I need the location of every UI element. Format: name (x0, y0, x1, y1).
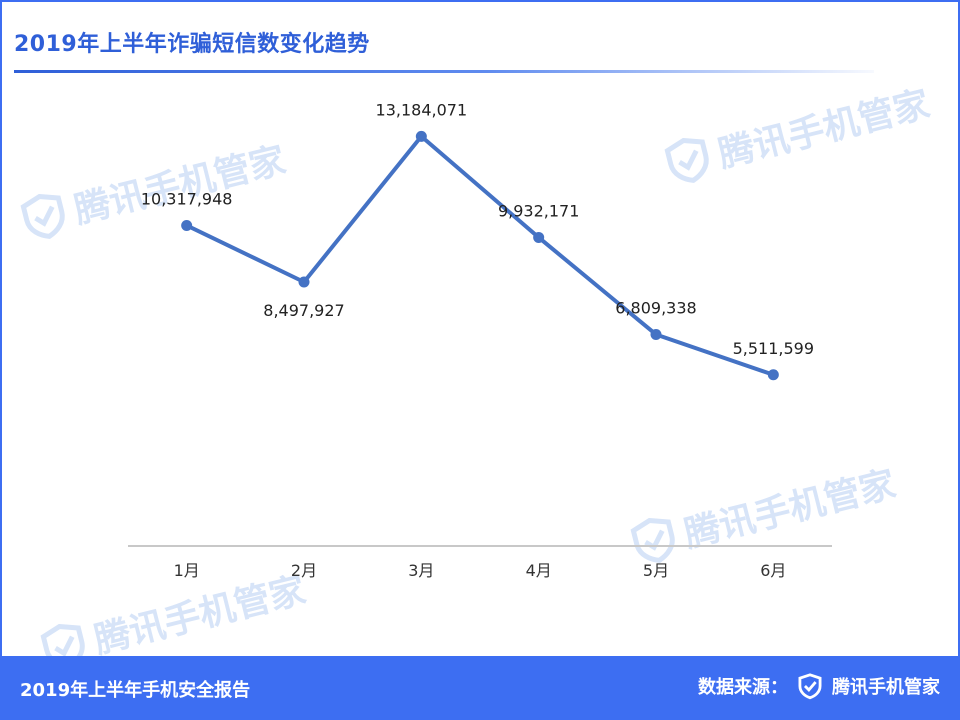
footer-bar: 2019年上半年手机安全报告 数据来源： 腾讯手机管家 (0, 656, 960, 720)
series-layer (181, 130, 779, 381)
data-point (533, 231, 545, 243)
data-label: 8,497,927 (263, 301, 344, 320)
data-label: 9,932,171 (498, 201, 579, 220)
x-tick-label: 3月 (408, 561, 434, 580)
title-underline (14, 70, 874, 73)
data-point (767, 369, 779, 381)
shield-check-icon (798, 673, 822, 700)
data-point (181, 219, 193, 231)
x-tick-labels: 1月 2月 3月 4月 5月 6月 (174, 561, 787, 580)
series-line (185, 134, 774, 377)
data-label: 6,809,338 (615, 298, 696, 317)
x-tick-label: 1月 (174, 561, 200, 580)
data-label: 13,184,071 (376, 100, 468, 119)
data-point (298, 276, 310, 288)
source-label: 数据来源： (698, 677, 788, 698)
page-title: 2019年上半年诈骗短信数变化趋势 (14, 32, 370, 57)
line-chart: 1月 2月 3月 4月 5月 6月 10,317,948 8,497,927 13,184,0… (128, 100, 832, 580)
report-title: 2019年上半年手机安全报告 (20, 680, 251, 701)
data-label: 10,317,948 (141, 189, 233, 208)
data-point (415, 130, 427, 142)
x-tick-label: 5月 (643, 561, 669, 580)
x-tick-label: 2月 (291, 561, 317, 580)
data-source: 数据来源： 腾讯手机管家 (698, 672, 940, 700)
brand-name: 腾讯手机管家 (832, 677, 940, 698)
data-label: 5,511,599 (733, 339, 814, 358)
x-tick-label: 6月 (760, 561, 786, 580)
data-labels: 10,317,948 8,497,927 13,184,071 9,932,171 6,… (141, 100, 814, 357)
data-point (650, 328, 662, 340)
x-tick-label: 4月 (526, 561, 552, 580)
